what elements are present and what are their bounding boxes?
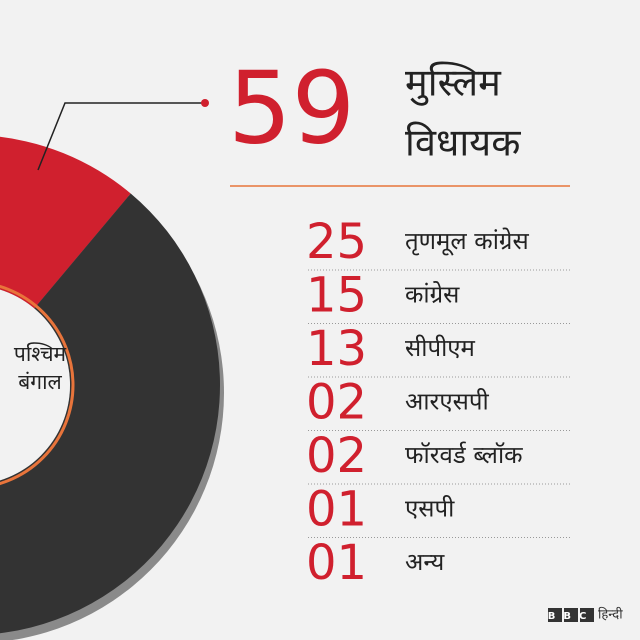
donut — [0, 136, 224, 640]
party-name: फॉरवर्ड ब्लॉक — [405, 441, 523, 469]
headline-label: विधायक — [405, 121, 521, 165]
center-label: पश्चिम — [14, 342, 67, 366]
brand: BBC — [548, 611, 595, 622]
seat-count: 25 — [306, 214, 367, 270]
seat-count: 13 — [306, 321, 367, 377]
leader-line — [37, 102, 205, 171]
logo-box — [564, 608, 578, 622]
donut-slice — [0, 136, 131, 309]
brand-language: हिन्दी — [598, 607, 623, 623]
seat-count: 02 — [306, 428, 367, 484]
headline-label: मुस्लिम — [405, 61, 502, 107]
donut-slice — [0, 193, 220, 634]
party-name: आरएसपी — [405, 388, 489, 416]
center-label: बंगाल — [18, 370, 62, 394]
party-name: तृणमूल कांग्रेस — [405, 227, 529, 256]
headline-number: 59 — [228, 49, 355, 166]
logo-box — [580, 608, 594, 622]
party-name: एसपी — [405, 495, 455, 523]
party-name: कांग्रेस — [405, 281, 460, 309]
donut-hole — [0, 289, 70, 481]
leader-dot — [201, 99, 209, 107]
seat-count: 01 — [306, 535, 367, 591]
logo-box — [548, 608, 562, 622]
seat-count: 02 — [306, 375, 367, 431]
donut-hole-edge — [0, 284, 75, 486]
seat-count: 15 — [306, 268, 367, 324]
party-list: 25 तृणमूल कांग्रेस 15 कांग्रेस 13 सीपीएम 02 आरए… — [306, 214, 570, 591]
seat-count: 01 — [306, 482, 367, 538]
party-name: अन्य — [405, 548, 445, 576]
party-name: सीपीएम — [405, 334, 476, 362]
